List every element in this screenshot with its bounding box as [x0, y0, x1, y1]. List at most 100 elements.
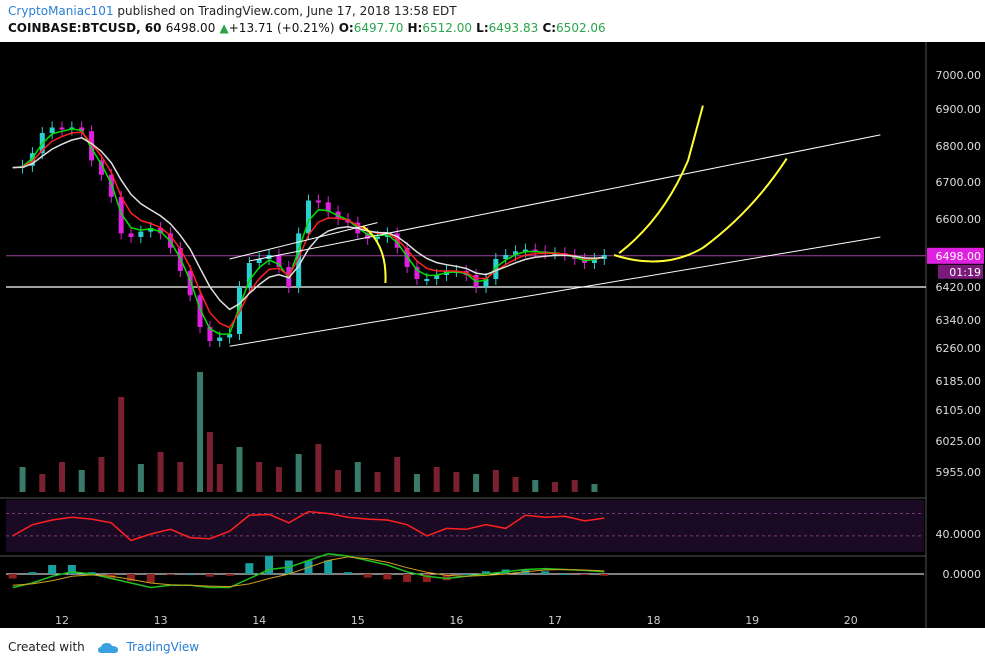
candle-body	[227, 334, 233, 338]
footer: Created with TradingView	[8, 640, 199, 654]
volume-bar	[394, 457, 401, 492]
volume-bar	[335, 470, 342, 492]
macd-histogram-bar	[146, 574, 155, 583]
macd-line	[12, 553, 605, 589]
volume-bar	[473, 474, 480, 492]
close-value: 6502.06	[556, 21, 606, 35]
price-tick-label: 6340.00	[936, 314, 982, 327]
volume-bar	[98, 457, 105, 492]
volume-bar	[571, 480, 578, 492]
candle-body	[246, 263, 252, 287]
volume-bar	[492, 470, 499, 492]
candle-body	[296, 233, 302, 287]
current-price-tag	[927, 247, 984, 264]
projection-alt-path	[613, 158, 788, 263]
price-tick-label: 6420.00	[936, 281, 982, 294]
candle-body	[187, 271, 193, 296]
candle-body	[552, 253, 558, 256]
price-tick-label: 5955.00	[936, 466, 982, 479]
candle-body	[197, 295, 203, 327]
candle-body	[128, 233, 134, 237]
candle-body	[59, 127, 65, 130]
price-tick-label: 6105.00	[936, 404, 982, 417]
price-tick-label: 6900.00	[936, 103, 982, 116]
candle-body	[394, 233, 400, 248]
symbol-label: COINBASE:BTCUSD, 60	[8, 21, 162, 35]
macd-histogram-bar	[324, 560, 333, 574]
macd-histogram-bar	[8, 574, 17, 579]
open-label: O:	[338, 21, 354, 35]
macd-histogram-bar	[127, 574, 136, 582]
volume-bar	[19, 467, 26, 492]
volume-bar	[177, 462, 184, 492]
candle-body	[493, 259, 499, 279]
price-tick-label: 6185.00	[936, 375, 982, 388]
candle-body	[158, 228, 164, 234]
volume-bar	[197, 372, 204, 492]
volume-bar	[552, 482, 558, 492]
price-tick-label: 6600.00	[936, 213, 982, 226]
ema-fast-line	[12, 128, 605, 335]
rsi-line	[12, 510, 605, 542]
x-tick-label: 12	[55, 614, 69, 627]
high-value: 6512.00	[422, 21, 472, 35]
x-tick-label: 17	[548, 614, 562, 627]
publish-info: CryptoManiac101 published on TradingView…	[8, 4, 457, 18]
macd-histogram-bar	[205, 574, 214, 577]
countdown-tag	[938, 264, 983, 279]
author-link[interactable]: CryptoManiac101	[8, 4, 114, 18]
volume-bar	[275, 467, 282, 492]
macd-histogram-bar	[245, 563, 254, 574]
macd-histogram-bar	[28, 572, 37, 574]
candle-body	[148, 228, 154, 232]
candle-body	[532, 249, 538, 252]
candle-body	[118, 196, 124, 234]
chart-canvas[interactable]: 12 13 14 15 16 17 18 19 20 7000.00 6900.00 6800.00 6…	[0, 42, 985, 628]
price-tick-label: 6800.00	[936, 140, 982, 153]
trendline-upper	[249, 134, 881, 262]
candle-body	[138, 231, 144, 237]
candle-body	[483, 279, 489, 287]
macd-histogram-bar	[67, 565, 76, 574]
macd-histogram-bar	[580, 574, 589, 575]
volume-bar	[315, 444, 322, 492]
volume-bar	[512, 477, 519, 492]
candle-body	[79, 127, 85, 132]
projection-down-path	[362, 225, 387, 284]
price-axis-background	[926, 42, 985, 628]
last-price: 6498.00	[165, 21, 216, 35]
macd-histogram-bar	[186, 574, 195, 575]
trendline-lower	[229, 236, 881, 347]
x-tick-label: 16	[449, 614, 463, 627]
ema-mid-line	[12, 131, 605, 329]
tradingview-link[interactable]: TradingView	[126, 640, 200, 654]
price-tick-label: 6260.00	[936, 342, 982, 355]
price-tick-label: 6025.00	[936, 435, 982, 448]
open-value: 6497.70	[353, 21, 404, 35]
candle-body	[522, 249, 528, 252]
candle-body	[513, 251, 519, 255]
low-label: L:	[476, 21, 489, 35]
volume-bar	[532, 480, 539, 492]
macd-histogram-bar	[442, 574, 451, 581]
macd-histogram-bar	[48, 565, 57, 574]
published-text: published on TradingView.com, June 17, 2…	[113, 4, 457, 18]
macd-histogram-bar	[363, 574, 372, 578]
macd-histogram-bar	[481, 571, 490, 574]
candle-body	[325, 202, 331, 212]
macd-histogram-bar	[225, 574, 234, 576]
volume-bar	[39, 474, 46, 492]
candle-body	[306, 200, 311, 234]
volume-bar	[78, 470, 85, 492]
symbol-info: COINBASE:BTCUSD, 60 6498.00 ▲+13.71 (+0.…	[8, 21, 606, 35]
macd-histogram-bar	[166, 574, 175, 575]
candle-body	[375, 237, 381, 239]
volume-bar	[157, 452, 164, 492]
candle-body	[414, 267, 420, 279]
volume-bar	[216, 464, 223, 492]
candle-body	[217, 337, 223, 341]
candle-body	[434, 275, 440, 279]
volume-bar	[295, 454, 302, 492]
volume-bar	[236, 447, 243, 492]
candle-body	[276, 255, 282, 267]
